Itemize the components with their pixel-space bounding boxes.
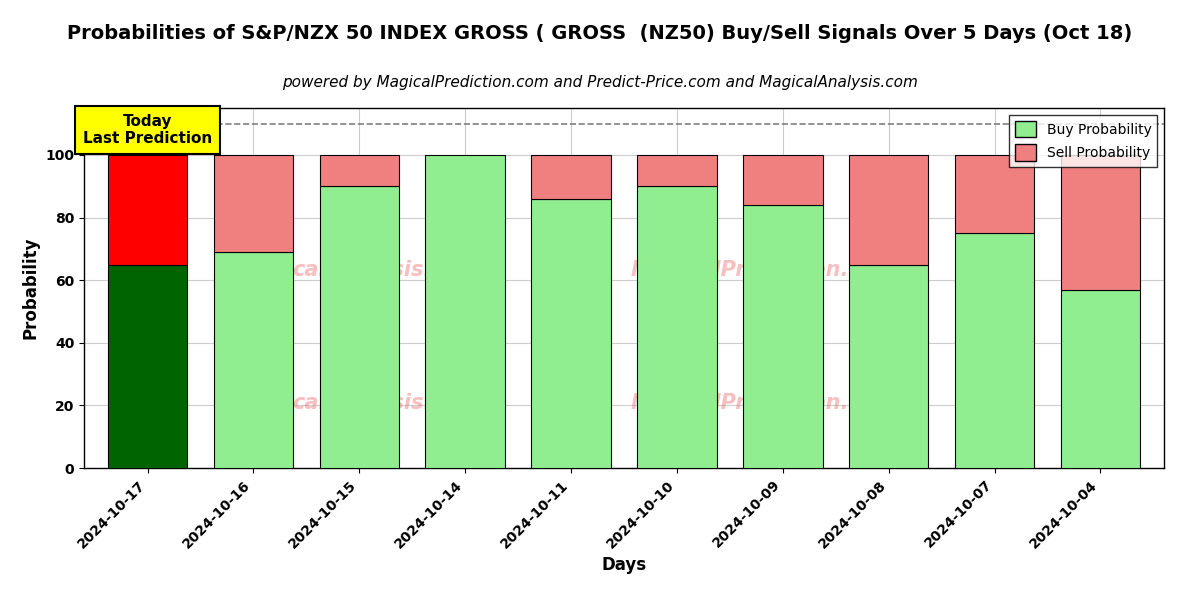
Bar <box>743 155 822 205</box>
Bar <box>532 199 611 468</box>
Bar <box>955 233 1034 468</box>
Bar <box>426 155 505 468</box>
Bar <box>319 155 400 186</box>
Text: Today
Last Prediction: Today Last Prediction <box>83 114 212 146</box>
Text: Probabilities of S&P/NZX 50 INDEX GROSS ( GROSS  (NZ50) Buy/Sell Signals Over 5 : Probabilities of S&P/NZX 50 INDEX GROSS … <box>67 24 1133 43</box>
Bar <box>1061 290 1140 468</box>
Y-axis label: Probability: Probability <box>22 237 40 339</box>
Bar <box>743 205 822 468</box>
Bar <box>532 155 611 199</box>
Text: MagicalPrediction.com: MagicalPrediction.com <box>631 260 898 280</box>
Text: powered by MagicalPrediction.com and Predict-Price.com and MagicalAnalysis.com: powered by MagicalPrediction.com and Pre… <box>282 75 918 90</box>
Text: MagicalPrediction.com: MagicalPrediction.com <box>631 393 898 413</box>
Bar <box>108 155 187 265</box>
Text: calAnalysis.com: calAnalysis.com <box>293 260 480 280</box>
Bar <box>214 252 293 468</box>
Bar <box>1061 155 1140 290</box>
Legend: Buy Probability, Sell Probability: Buy Probability, Sell Probability <box>1009 115 1157 167</box>
Text: calAnalysis.com: calAnalysis.com <box>293 393 480 413</box>
Bar <box>319 186 400 468</box>
Bar <box>850 155 929 265</box>
Bar <box>850 265 929 468</box>
Bar <box>108 265 187 468</box>
Bar <box>955 155 1034 233</box>
Bar <box>637 155 716 186</box>
Bar <box>637 186 716 468</box>
X-axis label: Days: Days <box>601 556 647 574</box>
Bar <box>214 155 293 252</box>
